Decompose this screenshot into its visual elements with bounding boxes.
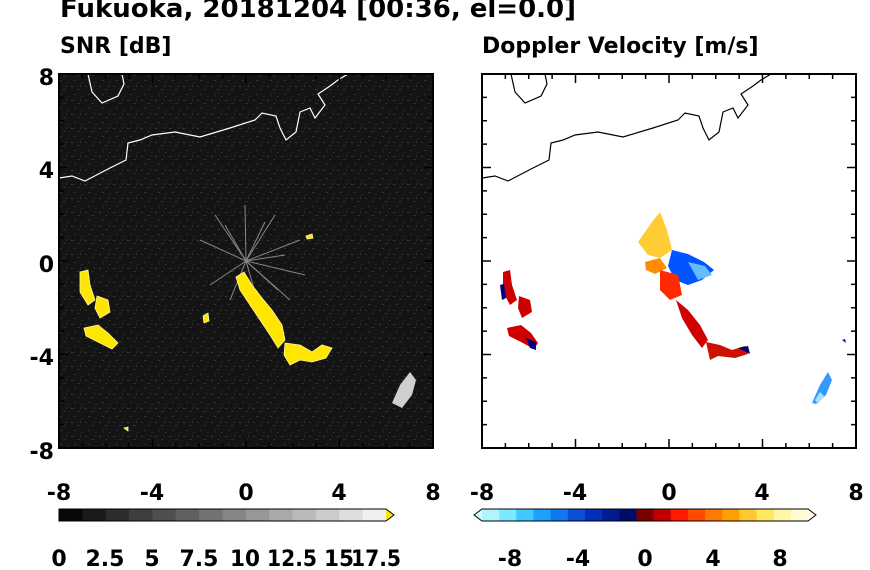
doppler-colorbar-bin <box>773 509 792 521</box>
snr-xtick-label: -8 <box>47 481 71 506</box>
doppler-colorbar-bin <box>705 509 723 521</box>
snr-ytick-label: 4 <box>39 159 54 184</box>
snr-colorbar: 0 2.5 5 7.5 10 12.5 15 17.5 <box>51 508 401 570</box>
doppler-colorbar: -8 -4 0 4 8 <box>473 508 817 570</box>
snr-colorbar-outline <box>58 508 395 522</box>
doppler-xtick-label: -4 <box>563 481 587 506</box>
snr-colorbar-bin <box>105 509 130 521</box>
snr-colorbar-bin <box>245 509 270 521</box>
snr-ytick-label: 8 <box>39 66 54 91</box>
snr-tick-marks <box>58 73 434 449</box>
snr-colorbar-tick: 12.5 <box>267 547 317 570</box>
doppler-colorbar-bin <box>670 509 689 521</box>
snr-colorbar-tick: 0 <box>51 547 66 570</box>
snr-ytick-label: 0 <box>39 253 54 278</box>
snr-colorbar-bin <box>362 509 387 521</box>
snr-ytick-label: -8 <box>30 440 54 465</box>
doppler-xtick-label: 8 <box>848 481 863 506</box>
snr-colorbar-tick: 2.5 <box>86 547 125 570</box>
snr-colorbar-bin <box>315 509 340 521</box>
doppler-colorbar-extension-high <box>808 509 816 521</box>
doppler-xtick-label: 0 <box>661 481 676 506</box>
doppler-colorbar-bin <box>550 509 569 521</box>
snr-colorbar-bin <box>152 509 177 521</box>
doppler-colorbar-bin <box>533 509 552 521</box>
snr-colorbar-bin <box>82 509 107 521</box>
doppler-colorbar-bin <box>739 509 757 521</box>
snr-colorbar-bin <box>129 509 153 521</box>
doppler-panel: -8 -4 0 4 8 <box>470 73 864 506</box>
doppler-colorbar-tick: 4 <box>705 547 720 570</box>
doppler-colorbar-bin <box>722 509 740 521</box>
doppler-colorbar-bin <box>602 509 620 521</box>
doppler-xtick-label: 4 <box>754 481 769 506</box>
snr-colorbar-bin <box>59 509 83 521</box>
doppler-colorbar-outline <box>473 508 817 522</box>
snr-coastline-north <box>87 74 125 104</box>
snr-colorbar-tick: 15 <box>324 547 354 570</box>
doppler-colorbar-bin <box>790 509 809 521</box>
doppler-colorbar-tick: -4 <box>566 547 590 570</box>
doppler-colorbar-bin <box>636 509 654 521</box>
doppler-colorbar-tick: -8 <box>498 547 522 570</box>
doppler-colorbar-bin <box>482 509 500 521</box>
doppler-colorbar-bin <box>584 509 603 521</box>
doppler-tick-marks <box>481 73 857 449</box>
snr-colorbar-bin <box>222 509 247 521</box>
snr-clutter-center <box>199 204 306 311</box>
snr-colorbar-tick: 5 <box>144 547 159 570</box>
doppler-colorbar-bin <box>567 509 586 521</box>
snr-coastline <box>59 74 349 182</box>
snr-xtick-label: 4 <box>331 481 346 506</box>
snr-colorbar-bin <box>339 509 364 521</box>
doppler-colorbar-bin <box>756 509 775 521</box>
snr-panel: 8 4 0 -4 -8 -8 -4 0 4 8 <box>30 66 441 506</box>
doppler-coastline-north <box>510 74 548 104</box>
snr-colorbar-tick: 17.5 <box>351 547 401 570</box>
figure-title: Fukuoka, 20181204 [00:36, el=0.0] <box>60 0 577 24</box>
snr-xtick-label: 8 <box>425 481 440 506</box>
doppler-colorbar-tick: 8 <box>772 547 787 570</box>
doppler-coastline <box>482 74 772 182</box>
snr-echoes <box>79 233 333 432</box>
doppler-panel-title: Doppler Velocity [m/s] <box>482 34 759 59</box>
snr-echo-southeast <box>392 372 416 408</box>
snr-colorbar-bin <box>175 509 200 521</box>
doppler-colorbar-bin <box>516 509 534 521</box>
doppler-colorbar-extension-low <box>474 509 482 521</box>
snr-colorbar-tick: 10 <box>230 547 260 570</box>
snr-colorbar-tick: 7.5 <box>180 547 219 570</box>
snr-colorbar-bin <box>269 509 293 521</box>
doppler-background <box>482 74 856 448</box>
snr-xtick-label: 0 <box>238 481 253 506</box>
doppler-xtick-label: -8 <box>470 481 494 506</box>
snr-panel-title: SNR [dB] <box>60 34 172 59</box>
snr-colorbar-bin <box>199 509 223 521</box>
snr-xtick-label: -4 <box>140 481 164 506</box>
doppler-colorbar-tick: 0 <box>637 547 652 570</box>
doppler-colorbar-bin <box>687 509 706 521</box>
doppler-echoes <box>500 212 846 404</box>
doppler-colorbar-bin <box>499 509 517 521</box>
snr-colorbar-bin <box>292 509 317 521</box>
snr-colorbar-extension <box>386 509 394 521</box>
doppler-colorbar-bin <box>653 509 672 521</box>
snr-ytick-label: -4 <box>30 346 54 371</box>
doppler-colorbar-bin <box>619 509 637 521</box>
